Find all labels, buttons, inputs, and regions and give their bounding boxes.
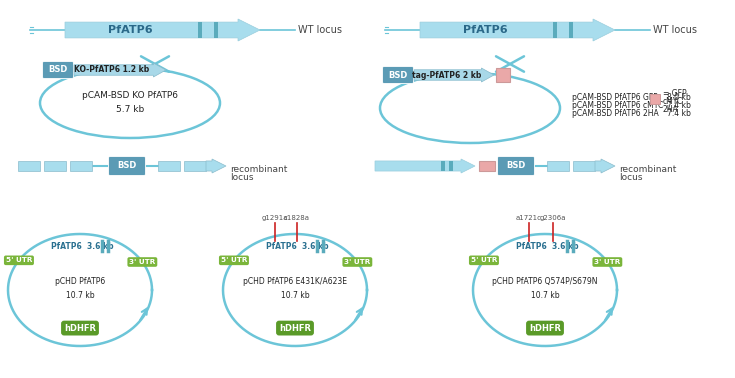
Text: PfATP6  3.6 kb: PfATP6 3.6 kb <box>516 242 578 251</box>
Polygon shape <box>206 159 226 173</box>
Bar <box>158 161 180 171</box>
Bar <box>70 161 92 171</box>
Text: g1291a: g1291a <box>262 215 288 221</box>
Text: 10.7 kb: 10.7 kb <box>65 291 94 299</box>
Polygon shape <box>74 63 166 77</box>
Text: cMYC: cMYC <box>663 98 684 107</box>
Bar <box>553 22 557 38</box>
FancyBboxPatch shape <box>382 67 414 84</box>
Bar <box>449 161 453 171</box>
Bar <box>18 161 40 171</box>
FancyBboxPatch shape <box>498 156 534 175</box>
Text: pCHD PfATP6 E431K/A623E: pCHD PfATP6 E431K/A623E <box>243 277 347 287</box>
Text: BSD: BSD <box>506 161 526 170</box>
Text: a1721c: a1721c <box>516 215 542 221</box>
Text: c1828a: c1828a <box>284 215 310 221</box>
Text: tag-PfATP6 2 kb: tag-PfATP6 2 kb <box>412 71 481 79</box>
Bar <box>569 22 573 38</box>
Text: 5.7 kb: 5.7 kb <box>116 104 144 113</box>
Text: 5' UTR: 5' UTR <box>6 257 32 263</box>
Bar <box>214 22 218 38</box>
Polygon shape <box>414 68 494 82</box>
Bar <box>44 161 66 171</box>
Polygon shape <box>65 19 260 41</box>
Text: pCAM-BSD PfATP6 cMYC: pCAM-BSD PfATP6 cMYC <box>572 102 663 110</box>
FancyBboxPatch shape <box>109 156 146 175</box>
Text: BSD: BSD <box>388 71 408 79</box>
Text: WT locus: WT locus <box>653 25 697 35</box>
Text: hDHFR: hDHFR <box>279 324 311 333</box>
Text: hDHFR: hDHFR <box>529 324 561 333</box>
Text: 3' UTR: 3' UTR <box>129 259 156 265</box>
Text: 3' UTR: 3' UTR <box>594 259 620 265</box>
Bar <box>198 22 202 38</box>
Text: 10.7 kb: 10.7 kb <box>531 291 559 299</box>
Text: 5' UTR: 5' UTR <box>470 257 497 263</box>
Text: 3' UTR: 3' UTR <box>344 259 370 265</box>
Bar <box>573 161 595 171</box>
Polygon shape <box>375 159 475 173</box>
Text: WT locus: WT locus <box>298 25 342 35</box>
Text: locus: locus <box>230 172 254 181</box>
Text: BSD: BSD <box>118 161 137 170</box>
Text: pCHD PfATP6: pCHD PfATP6 <box>55 277 105 287</box>
Text: PfATP6  3.6 kb: PfATP6 3.6 kb <box>51 242 113 251</box>
Text: PfATP6: PfATP6 <box>464 25 508 35</box>
Text: 2HA: 2HA <box>663 105 678 115</box>
Text: KO-PfATP6 1.2 kb: KO-PfATP6 1.2 kb <box>74 65 150 74</box>
Text: 8.0 kb: 8.0 kb <box>667 93 691 102</box>
Text: BSD: BSD <box>49 65 68 74</box>
Text: hDHFR: hDHFR <box>64 324 96 333</box>
Text: pCAM-BSD KO PfATP6: pCAM-BSD KO PfATP6 <box>82 90 178 99</box>
Text: pCAM-BSD PfATP6 GFP: pCAM-BSD PfATP6 GFP <box>572 93 658 102</box>
Text: = GFP: = GFP <box>663 90 686 99</box>
Bar <box>479 161 495 171</box>
Bar <box>496 68 510 82</box>
Bar <box>547 161 569 171</box>
Text: 5' UTR: 5' UTR <box>220 257 247 263</box>
Polygon shape <box>595 159 615 173</box>
Bar <box>650 94 660 104</box>
Bar <box>441 161 445 171</box>
Text: recombinant: recombinant <box>619 164 676 174</box>
Text: 10.7 kb: 10.7 kb <box>281 291 309 299</box>
Text: 7.4 kb: 7.4 kb <box>667 102 691 110</box>
Text: PfATP6: PfATP6 <box>109 25 153 35</box>
Text: g2306a: g2306a <box>539 215 566 221</box>
Bar <box>184 161 206 171</box>
Polygon shape <box>420 19 615 41</box>
Text: locus: locus <box>619 172 642 181</box>
Text: PfATP6  3.6 kb: PfATP6 3.6 kb <box>265 242 329 251</box>
Text: pCAM-BSD PfATP6 2HA: pCAM-BSD PfATP6 2HA <box>572 110 659 118</box>
Text: recombinant: recombinant <box>230 164 287 174</box>
Text: 7.4 kb: 7.4 kb <box>667 110 691 118</box>
FancyBboxPatch shape <box>43 62 74 79</box>
Text: pCHD PfATP6 Q574P/S679N: pCHD PfATP6 Q574P/S679N <box>492 277 598 287</box>
